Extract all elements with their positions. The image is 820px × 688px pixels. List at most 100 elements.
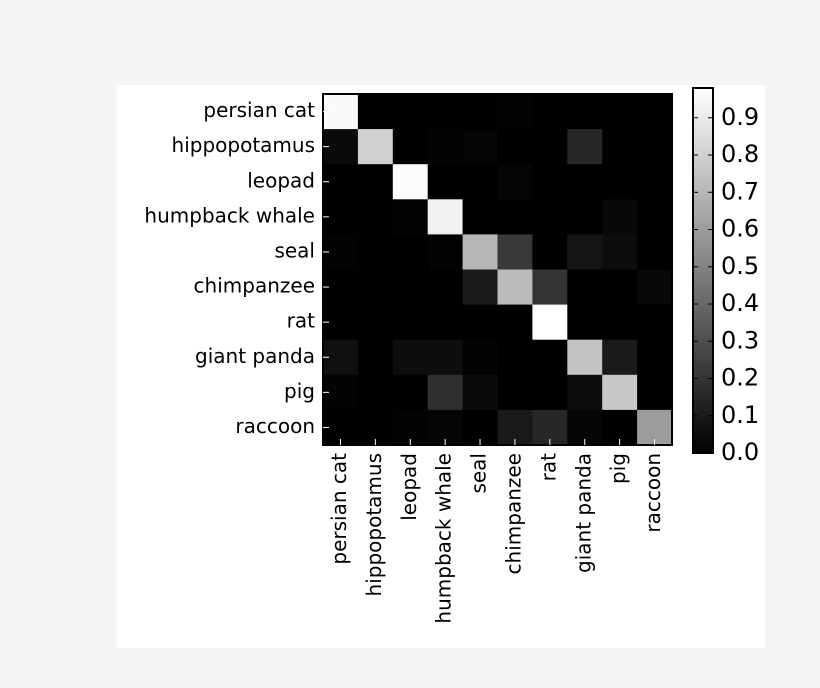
colorbar-tick-label: 0.4 <box>721 289 759 317</box>
cell <box>602 164 638 200</box>
cell <box>427 129 464 165</box>
cell <box>462 339 498 376</box>
cell <box>602 129 638 165</box>
cell <box>602 374 638 411</box>
y-tick-label: humpback whale <box>144 203 315 227</box>
cell <box>602 199 638 235</box>
cell <box>427 199 464 235</box>
y-tick-label: rat <box>287 309 315 333</box>
colorbar-tick-label: 0.5 <box>721 252 759 280</box>
cell <box>497 234 533 270</box>
cell <box>497 374 533 411</box>
x-tick-label: persian cat <box>327 453 351 565</box>
x-tick-label: rat <box>536 453 560 481</box>
cell <box>392 304 429 341</box>
cell <box>602 339 638 376</box>
cell <box>602 269 638 306</box>
y-tick-label: persian cat <box>203 98 315 122</box>
cell <box>637 304 673 341</box>
colorbar-tick-label: 0.2 <box>721 364 759 392</box>
x-tick-label: chimpanzee <box>501 453 525 574</box>
cell <box>567 129 603 165</box>
cell <box>427 234 464 270</box>
cell <box>357 164 394 200</box>
cell <box>567 234 603 270</box>
x-tick-label: giant panda <box>571 453 595 573</box>
cell <box>462 269 498 306</box>
cell <box>392 164 429 200</box>
cell <box>462 129 498 165</box>
cell <box>567 374 603 411</box>
cell <box>392 374 429 411</box>
cell <box>497 269 533 306</box>
y-tick-label: hippopotamus <box>172 133 315 157</box>
cell <box>497 94 533 130</box>
cell <box>637 199 673 235</box>
cell <box>392 94 429 130</box>
cell <box>497 339 533 376</box>
cell <box>497 199 533 235</box>
cell <box>567 164 603 200</box>
cell <box>567 269 603 306</box>
plot-frame <box>322 93 673 446</box>
y-tick-label: giant panda <box>195 344 315 368</box>
colorbar-tick-label: 0.3 <box>721 326 759 354</box>
cell <box>567 199 603 235</box>
cell <box>462 199 498 235</box>
colorbar-tick-label: 0.7 <box>721 177 759 205</box>
cell <box>532 199 568 235</box>
x-tick-label: leopad <box>397 453 421 521</box>
cell <box>392 269 429 306</box>
cell <box>637 164 673 200</box>
colorbar-tick-label: 0.9 <box>721 103 759 131</box>
cell <box>357 304 394 341</box>
cell <box>567 304 603 341</box>
cell <box>637 374 673 411</box>
cell <box>462 164 498 200</box>
y-tick-label: seal <box>274 238 315 262</box>
cell <box>357 339 394 376</box>
cell <box>602 234 638 270</box>
cell <box>357 269 394 306</box>
x-tick-label: raccoon <box>641 453 665 533</box>
cell <box>567 339 603 376</box>
colorbar-tick-label: 0.1 <box>721 401 759 429</box>
colorbar-tick-label: 0.0 <box>721 438 759 466</box>
cell <box>532 164 568 200</box>
cell <box>497 164 533 200</box>
x-tick-label: seal <box>467 453 491 494</box>
cell <box>357 199 394 235</box>
y-tick-label: leopad <box>247 168 315 192</box>
cell <box>462 234 498 270</box>
cell <box>637 234 673 270</box>
cell <box>532 94 568 130</box>
cell <box>462 304 498 341</box>
cell <box>602 304 638 341</box>
cell <box>357 129 394 165</box>
cell <box>357 374 394 411</box>
y-tick-label: pig <box>284 379 315 403</box>
colorbar-tick-label: 0.6 <box>721 215 759 243</box>
cell <box>427 94 464 130</box>
cell <box>427 269 464 306</box>
cell <box>532 339 568 376</box>
cell <box>532 234 568 270</box>
cell <box>427 339 464 376</box>
cell <box>637 129 673 165</box>
cell <box>357 234 394 270</box>
cell <box>637 94 673 130</box>
cell <box>462 374 498 411</box>
colorbar <box>692 87 714 454</box>
cell <box>602 94 638 130</box>
cell <box>427 164 464 200</box>
x-tick-label: humpback whale <box>432 453 456 624</box>
x-tick-label: pig <box>606 453 630 484</box>
cell <box>532 129 568 165</box>
cell <box>392 129 429 165</box>
cell <box>637 339 673 376</box>
y-tick-label: chimpanzee <box>194 274 315 298</box>
cell <box>532 304 568 341</box>
cell <box>497 129 533 165</box>
